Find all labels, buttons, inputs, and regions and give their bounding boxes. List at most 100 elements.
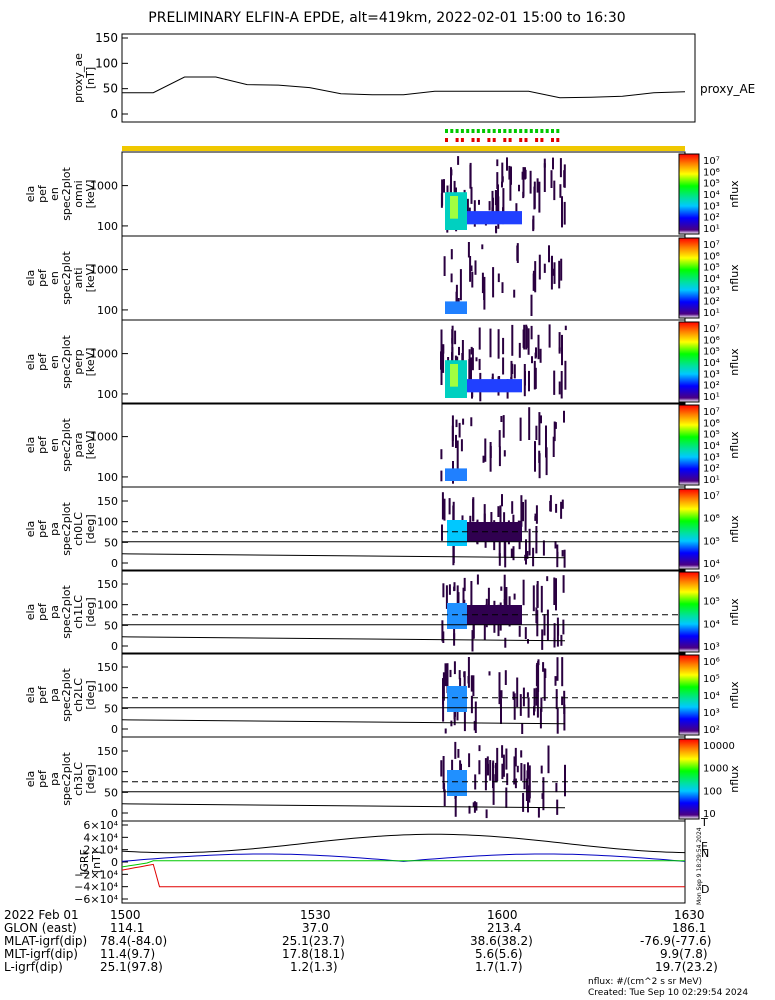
colorbar-tick-label: 10¹ [703,308,720,319]
spectrogram-streak [535,505,538,524]
panel-ytick-label: 100 [97,516,118,529]
colorbar-tick-label: 10² [703,381,720,392]
panel-ylabel-line: spec2plot [60,752,73,806]
colorbar-tick-label: 10⁷ [703,407,720,418]
spectrogram-streak [474,260,477,275]
spectrogram-streak [485,809,488,819]
panel-ytick-label: 100 [97,388,118,401]
igrf-east-line [121,860,685,868]
panel-ylabel-line: [keV] [84,431,97,460]
spectrogram-streak [512,546,515,561]
spectrogram-streak [502,357,505,375]
spectrogram-streak [476,574,479,585]
spectrogram-streak [528,370,530,392]
spectrogram-streak [483,276,486,310]
status-bars [122,129,685,151]
spectrogram-streak [535,607,538,624]
colorbar-tick-label: 10² [703,297,720,308]
panel-ylabel-line: spec2plot [60,335,73,389]
science-zone-red-marks [445,138,560,142]
spectrogram-streak [468,753,471,768]
spectrogram-streak [561,696,564,706]
spectrogram-streak [498,446,501,467]
spectrogram-streak [500,698,502,724]
colorbar-gradient [678,738,700,820]
science-zone-red-mark [492,138,496,142]
spectrogram-streak [513,593,516,600]
spectrogram-streak [537,659,540,666]
colorbar-label: nflux [728,431,741,459]
panel-ylabel-line: pef [36,184,49,203]
spectrogram-streak [563,704,566,731]
spectrogram-streak [467,657,470,688]
panel-ylabel: proxy_ae [nT] [72,53,97,103]
spectrogram-streak [454,330,457,345]
spectrogram-streak [530,294,533,316]
spectrogram-streak [556,551,559,557]
panel-ylabel-line: perp [72,349,85,374]
spectrogram-streak [533,688,536,712]
spectrogram-streak [559,184,562,198]
spectrogram-streak [534,441,536,472]
proxy-ae-series-line [122,76,686,99]
spectrogram-streak [440,329,443,352]
panel-ytick-label: 150 [97,495,118,508]
science-zone-green-mark [450,129,454,133]
spectrogram-streak [453,661,456,675]
spectrogram-streak [534,513,537,521]
spectrogram-streak [524,371,526,386]
panel-ylabel-line: [nT] [84,67,97,89]
panel-ytick-label: 1000 [90,431,118,444]
spectrogram-streak [549,495,552,512]
colorbar-gradient [678,237,700,319]
footer-row-label: MLAT-igrf(dip) [4,934,88,948]
colorbar-label: nflux [728,598,741,626]
spectrogram-streak [504,536,507,568]
spectrogram-streak [463,706,466,732]
spectrogram-streak [538,453,541,479]
colorbar-tick-label: 10⁴ [703,619,720,630]
spectrogram-streak [550,170,553,188]
panel-frame [121,151,686,237]
spectrogram-streak [505,787,508,808]
science-zone-green-mark [476,129,480,133]
science-zone-red-mark [445,138,448,142]
spectrogram-streak [463,577,466,592]
spectrogram-streak [533,360,536,390]
spectrogram-streak [466,198,469,215]
panel-ylabel-line: ela [24,604,37,621]
panel-ylabel-line: ela [24,437,37,454]
colorbar-tick-label: 10¹ [703,392,720,403]
spectrogram-streak [532,270,535,291]
spectrogram-streak [458,670,461,680]
spectrogram-streak [540,585,543,613]
colorbar-tick-label: 100 [703,786,722,797]
spectrogram-streak [543,263,546,273]
colorbar-tick-label: 10⁷ [703,324,720,335]
spectrogram-streak [495,190,498,221]
footer-row-label: MLT-igrf(dip) [4,947,78,961]
spectrogram-streak [540,697,543,712]
spectrogram-streak [564,764,566,797]
spectrogram-streak [458,346,460,356]
science-zone-red-mark [487,138,491,142]
spectrogram-streak [538,254,541,280]
colorbar-tick-label: 10⁵ [703,536,720,547]
proxy-ae-ytick-label: 100 [95,56,118,70]
spectrogram-streak [527,328,530,355]
panel-ylabel-line: ela [24,687,37,704]
spectrogram-streak [524,499,527,531]
colorbar-tick-label: 10¹ [703,475,720,486]
spectrogram-streak [469,162,472,189]
spectrogram-streak [442,583,445,598]
spectrogram-streak [469,515,472,527]
spectrogram-streak [534,261,537,293]
spectrogram-streak [441,524,443,541]
spectrogram-streak [501,763,504,780]
spectrogram-streak [481,244,484,250]
panel-ylabel-line: ela [24,186,37,203]
chart-title: PRELIMINARY ELFIN-A EPDE, alt=419km, 202… [148,10,625,26]
spectrogram-streak [463,671,466,678]
